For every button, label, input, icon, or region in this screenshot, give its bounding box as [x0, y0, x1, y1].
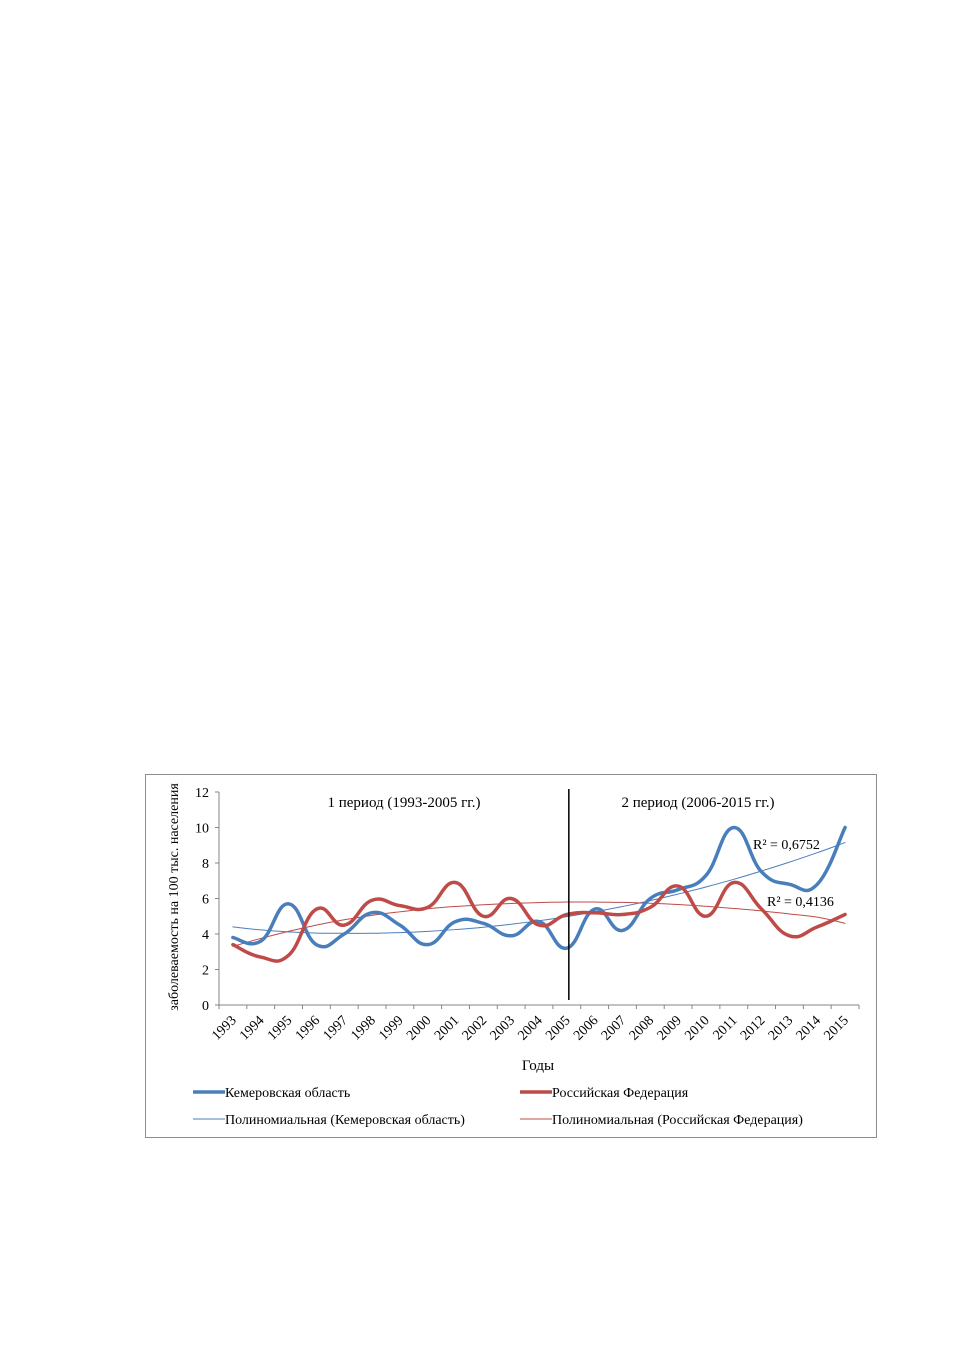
x-tick-label: 2003: [488, 1013, 518, 1043]
x-tick-label: 2012: [738, 1013, 768, 1043]
legend-label-russia: Российская Федерация: [552, 1086, 689, 1101]
x-tick-label: 1996: [293, 1013, 323, 1043]
r-squared-kemerovo: R² = 0,6752: [753, 838, 820, 853]
x-tick-label: 2000: [404, 1013, 434, 1043]
y-tick-label: 6: [202, 893, 209, 908]
series-lines: [231, 825, 847, 963]
legend: Кемеровская область Российская Федерация…: [193, 1086, 803, 1128]
x-tick-labels: 1993199419951996199719981999200020012002…: [209, 1013, 852, 1043]
x-tick-label: 1994: [237, 1013, 267, 1043]
x-tick-label: 1999: [376, 1013, 406, 1043]
x-tick-label: 2001: [432, 1013, 462, 1043]
x-tick-label: 2008: [627, 1013, 657, 1043]
chart-frame: 0 2 4 6 8 10 12 1993 1994 1995 1996 1997 1998 1999 20…: [145, 774, 877, 1138]
x-tick-label: 2015: [822, 1013, 852, 1043]
x-tick-label: 2005: [543, 1013, 573, 1043]
x-tick-label: 2014: [794, 1013, 824, 1043]
y-tick-label: 4: [202, 928, 209, 943]
series-line-russia: [231, 880, 847, 963]
x-tick-label: 1995: [265, 1013, 295, 1043]
x-tick-label: 2007: [599, 1013, 629, 1043]
y-axis-title: заболеваемость на 100 тыс. населения: [167, 783, 182, 1011]
y-tick-labels: 0 2 4 6 8 10 12: [195, 786, 209, 1014]
y-tick-label: 12: [195, 786, 209, 801]
x-tick-label: 2009: [655, 1013, 685, 1043]
x-tick-label: 1998: [348, 1013, 378, 1043]
axes: [215, 791, 860, 1009]
legend-label-russia-trend: Полиномиальная (Российская Федерация): [552, 1113, 803, 1128]
x-tick-label: 2011: [711, 1013, 741, 1043]
x-axis-title: Годы: [522, 1058, 554, 1074]
x-tick-label: 2002: [460, 1013, 490, 1043]
x-tick-label: 1993: [209, 1013, 239, 1043]
series-line-kemerovo: [231, 825, 847, 950]
y-tick-label: 10: [195, 822, 209, 837]
x-tick-label: 2013: [766, 1013, 796, 1043]
legend-label-kemerovo-trend: Полиномиальная (Кемеровская область): [225, 1113, 465, 1128]
y-tick-label: 0: [202, 999, 209, 1014]
y-tick-label: 8: [202, 857, 209, 872]
x-tick-label: 2010: [682, 1013, 712, 1043]
x-tick-label: 1997: [321, 1013, 351, 1043]
period-2-label: 2 период (2006-2015 гг.): [621, 795, 774, 811]
legend-label-kemerovo: Кемеровская область: [225, 1086, 350, 1101]
y-tick-label: 2: [202, 964, 209, 979]
r-squared-russia: R² = 0,4136: [767, 895, 834, 910]
x-tick-label: 2004: [515, 1013, 545, 1043]
x-tick-label: 2006: [571, 1013, 601, 1043]
period-1-label: 1 период (1993-2005 гг.): [327, 795, 480, 811]
